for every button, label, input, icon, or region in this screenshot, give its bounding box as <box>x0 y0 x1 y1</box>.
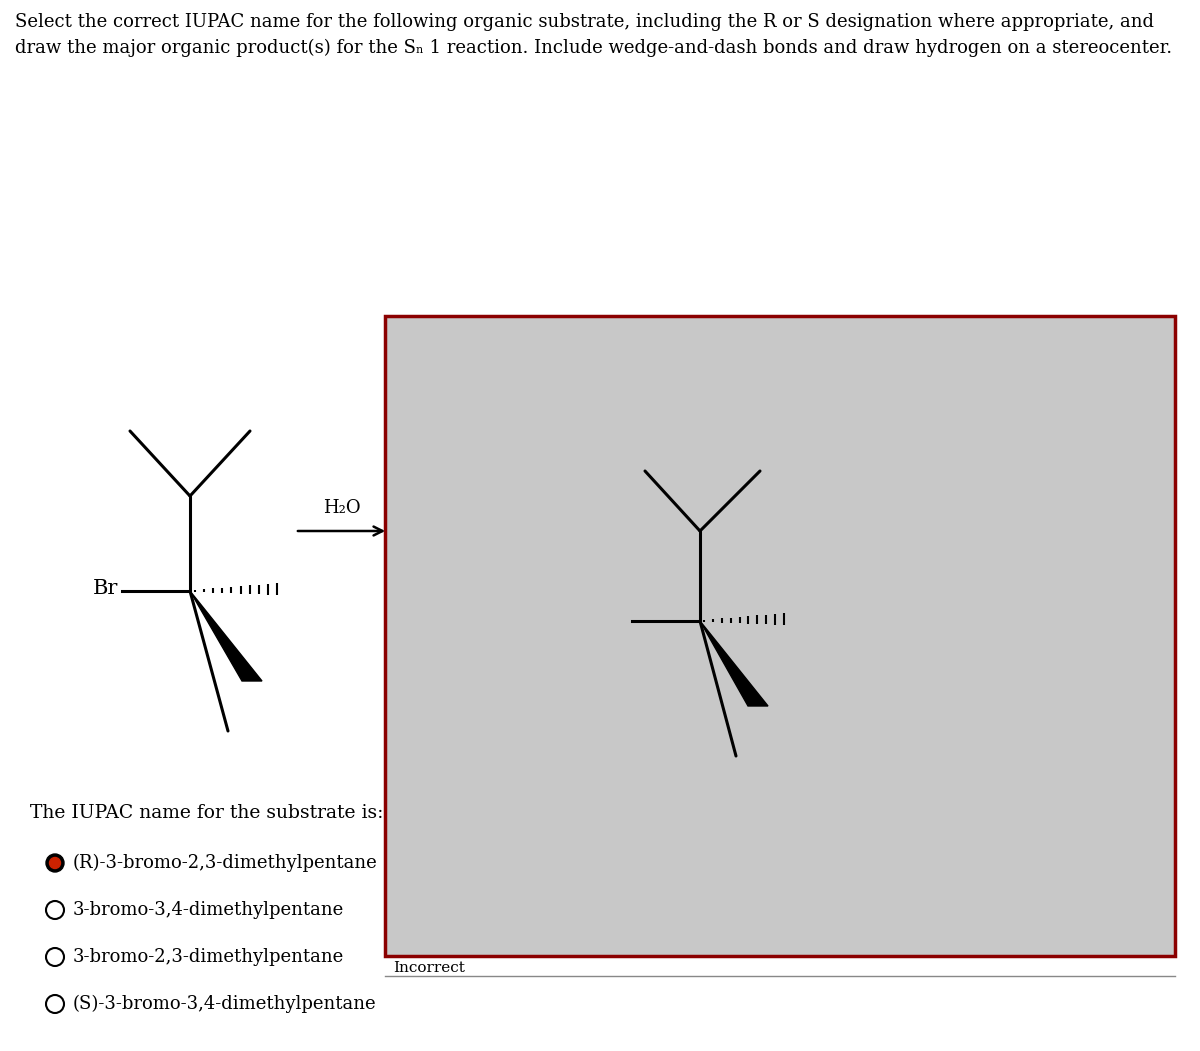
Circle shape <box>49 858 60 868</box>
Text: 3-bromo-3,4-dimethylpentane: 3-bromo-3,4-dimethylpentane <box>73 901 344 919</box>
Bar <box>385 316 1175 956</box>
Text: Br: Br <box>92 579 118 598</box>
Text: Select the correct IUPAC name for the following organic substrate, including the: Select the correct IUPAC name for the fo… <box>14 13 1154 30</box>
Text: draw the major organic product(s) for the Sₙ 1 reaction. Include wedge-and-dash : draw the major organic product(s) for th… <box>14 39 1172 57</box>
Circle shape <box>46 854 64 872</box>
Text: Incorrect: Incorrect <box>394 961 464 975</box>
Text: H₂O: H₂O <box>323 499 360 517</box>
Text: 3-bromo-2,3-dimethylpentane: 3-bromo-2,3-dimethylpentane <box>73 948 344 966</box>
Text: The IUPAC name for the substrate is:: The IUPAC name for the substrate is: <box>30 804 383 822</box>
Polygon shape <box>190 591 262 681</box>
Polygon shape <box>700 621 768 706</box>
Text: (S)-3-bromo-3,4-dimethylpentane: (S)-3-bromo-3,4-dimethylpentane <box>73 995 377 1013</box>
Text: (R)-3-bromo-2,3-dimethylpentane: (R)-3-bromo-2,3-dimethylpentane <box>73 853 378 872</box>
